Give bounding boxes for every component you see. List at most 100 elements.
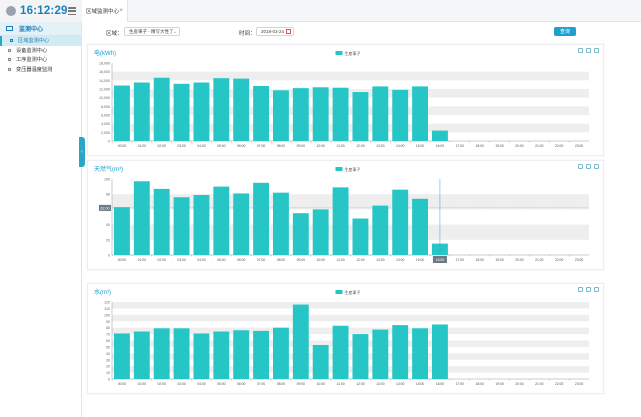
grid-band	[112, 340, 589, 347]
tab-bar: 区域监测中心 ×	[82, 0, 641, 22]
bar	[431, 324, 448, 379]
bar	[412, 328, 429, 379]
bar	[253, 85, 270, 141]
y-tick-label: 0	[108, 378, 110, 382]
refresh-icon[interactable]	[578, 287, 583, 292]
x-tick-label: 19:00	[495, 144, 504, 148]
x-tick-label: 11:00	[336, 258, 344, 262]
y-tick-label: 12,000	[99, 88, 110, 92]
bar	[392, 189, 409, 255]
x-tick-label: 12:00	[356, 382, 365, 386]
x-tick-label: 07:00	[257, 258, 266, 262]
y-tick-label: 6,000	[101, 114, 110, 118]
grid-band	[112, 314, 589, 322]
chart-title: 天然气(m³)	[94, 165, 123, 173]
date-input[interactable]: 2018-03-24	[256, 27, 294, 36]
x-tick-label: 23:00	[575, 258, 584, 262]
download-icon[interactable]	[594, 287, 599, 292]
x-tick-label: 22:00	[555, 144, 564, 148]
x-tick-label: 18:00	[475, 258, 484, 262]
bar	[372, 86, 389, 141]
y-tick-label: 90	[106, 320, 110, 324]
sidebar-header[interactable]: 监测中心	[0, 22, 81, 36]
query-button[interactable]: 查询	[554, 27, 576, 36]
bar-chart-icon[interactable]	[586, 48, 591, 53]
calendar-icon[interactable]	[286, 29, 291, 34]
sidebar: 监测中心 区域监测中心 设备监测中心 工序监测中心 变压器温度监测	[0, 22, 82, 417]
bar	[332, 87, 349, 141]
bar-chart-icon[interactable]	[586, 164, 591, 169]
bar	[233, 78, 250, 141]
x-tick-label: 21:00	[535, 144, 544, 148]
legend-label: 生産車子	[345, 289, 361, 295]
x-tick-label: 06:00	[237, 382, 246, 386]
bar	[233, 330, 250, 379]
bar	[292, 213, 309, 255]
x-tick-label: 22:00	[555, 382, 564, 386]
close-icon[interactable]: ×	[119, 8, 123, 14]
x-tick-label: 03:00	[177, 382, 186, 386]
grid-band	[112, 106, 589, 115]
x-tick-label: 14:00	[396, 258, 405, 262]
sidebar-collapse-handle[interactable]: ‹	[79, 137, 85, 167]
electricity-chart-panel: 电(kWh) 生産車子 0 2,000 4,000 6,000 8,000 10,000 12,…	[87, 44, 604, 156]
y-tick-label: 40	[106, 352, 110, 356]
bar	[312, 209, 329, 255]
x-tick-label: 18:00	[475, 144, 484, 148]
x-tick-label: 13:00	[376, 258, 385, 262]
x-tick-label: 17:00	[456, 144, 465, 148]
item-icon	[8, 48, 11, 52]
x-tick-label: 10:00	[316, 258, 325, 262]
y-tick-label: 18,000	[99, 62, 110, 66]
y-tick-label: 2,000	[101, 131, 110, 135]
bar	[153, 328, 170, 379]
legend-swatch	[335, 167, 343, 171]
x-tick-label: 09:00	[297, 382, 306, 386]
x-tick-label: 20:00	[515, 144, 524, 148]
bar	[133, 331, 150, 379]
x-tick-label: 17:00	[456, 258, 465, 262]
x-tick-label: 02:00	[157, 144, 166, 148]
x-tick-label: 19:00	[495, 258, 504, 262]
y-tick-label: 40	[106, 223, 110, 227]
download-icon[interactable]	[594, 48, 599, 53]
legend-swatch	[335, 51, 343, 55]
bar	[173, 328, 190, 379]
download-icon[interactable]	[594, 164, 599, 169]
bar	[332, 187, 349, 255]
x-tick-label: 16:00	[436, 382, 445, 386]
bar-chart-icon[interactable]	[586, 287, 591, 292]
y-tick-label: 100	[104, 313, 110, 317]
chart-svg: 天然气(m³)生産車子02040608010000:0001:0002:0003…	[94, 165, 589, 263]
bar	[253, 182, 270, 255]
x-tick-label: 15:00	[416, 258, 425, 262]
y-tick-label: 100	[104, 178, 110, 182]
sidebar-item-process[interactable]: 工序监测中心	[0, 55, 81, 65]
bar	[272, 192, 289, 255]
sidebar-item-transformer[interactable]: 变压器温度监测	[0, 65, 81, 75]
y-tick-label: 4,000	[101, 122, 110, 126]
bar	[113, 85, 130, 141]
refresh-icon[interactable]	[578, 164, 583, 169]
x-tick-label: 21:00	[535, 382, 544, 386]
x-tick-label: 08:00	[277, 382, 286, 386]
bar	[392, 325, 409, 379]
sidebar-item-region[interactable]: 区域监测中心	[0, 36, 81, 46]
menu-icon[interactable]	[68, 7, 76, 15]
sidebar-item-device[interactable]: 设备监测中心	[0, 46, 81, 56]
x-tick-label: 04:00	[197, 382, 206, 386]
refresh-icon[interactable]	[578, 48, 583, 53]
x-tick-label: 10:00	[316, 382, 325, 386]
x-tick-label: 08:00	[277, 258, 286, 262]
bar	[213, 331, 230, 379]
grid-band	[112, 123, 589, 133]
tab-region-monitor[interactable]: 区域监测中心 ×	[82, 0, 128, 22]
x-tick-label: 00:00	[118, 258, 127, 262]
sidebar-title: 监测中心	[19, 27, 44, 33]
chart-svg: 电(kWh) 生産車子 0 2,000 4,000 6,000 8,000 10,000 12,…	[94, 49, 589, 148]
bar	[193, 194, 210, 255]
time-label: 时间：	[239, 31, 256, 37]
region-select[interactable]: 生産車子 - 精写大性了 ⌄	[124, 27, 180, 36]
bar	[253, 330, 270, 379]
item-icon	[8, 58, 11, 62]
